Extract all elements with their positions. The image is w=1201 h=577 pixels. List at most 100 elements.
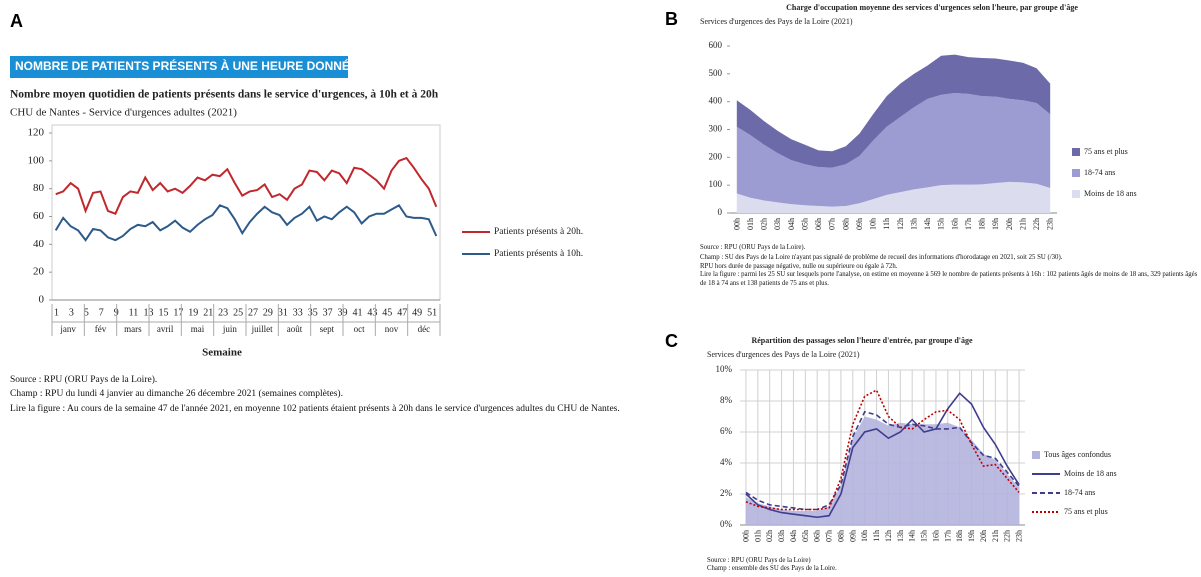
- x-tick-label: 29: [263, 307, 273, 318]
- y-tick-label: 2%: [720, 488, 733, 498]
- y-tick-label: 500: [709, 68, 723, 78]
- line: [745, 410, 1020, 511]
- x-tick-label: 10h: [860, 530, 869, 542]
- note: RPU hors durée de passage négative, null…: [700, 262, 898, 270]
- x-tick-label: 20h: [1005, 218, 1014, 230]
- notes: Source : RPU (ORU Pays de la Loire). Cha…: [700, 244, 1200, 290]
- month-label: janv: [59, 324, 76, 334]
- y-tick-label: 6%: [720, 426, 733, 436]
- note: Lire la figure : parmi les 25 SU sur les…: [700, 271, 1198, 287]
- x-tick-label: 05h: [800, 218, 809, 230]
- x-tick-label: 04h: [787, 218, 796, 230]
- chart-title: Répartition des passages selon l'heure d…: [751, 336, 973, 345]
- y-tick-label: 40: [33, 238, 45, 250]
- legend-label: Patients présents à 10h.: [494, 249, 583, 259]
- chart-title: Charge d'occupation moyenne des services…: [786, 3, 1078, 12]
- x-tick-label: 51: [427, 307, 437, 318]
- y-tick-label: 20: [33, 266, 45, 278]
- chart-title: Nombre moyen quotidien de patients prése…: [10, 89, 439, 101]
- y-tick-label: 200: [709, 151, 723, 161]
- panel-label: B: [665, 9, 678, 29]
- x-tick-label: 22h: [1032, 218, 1041, 230]
- note: Champ : ensemble des SU des Pays de la L…: [707, 565, 837, 573]
- x-tick-label: 3: [69, 307, 74, 318]
- line: [54, 204, 438, 242]
- y-tick-label: 120: [28, 127, 45, 139]
- month-label: nov: [385, 324, 399, 334]
- month-label: mars: [124, 324, 142, 334]
- legend-label: 75 ans et plus: [1064, 507, 1108, 516]
- y-tick-label: 8%: [720, 395, 733, 405]
- area: [745, 416, 1020, 525]
- month-label: mai: [191, 324, 205, 334]
- x-tick-label: 17: [173, 307, 183, 318]
- line: [745, 392, 1020, 519]
- month-label: août: [287, 324, 303, 334]
- banner: NOMBRE DE PATIENTS PRÉSENTS À UNE HEURE …: [15, 58, 358, 73]
- note: Champ : RPU du lundi 4 janvier au dimanc…: [10, 389, 343, 400]
- y-tick-label: 0: [39, 294, 45, 306]
- x-tick-label: 15h: [937, 218, 946, 230]
- x-tick-label: 5: [84, 307, 89, 318]
- month-label: juillet: [251, 324, 273, 334]
- chart-subtitle: Services d'urgences des Pays de la Loire…: [707, 350, 860, 359]
- x-tick-label: 19: [188, 307, 198, 318]
- x-tick-label: 06h: [813, 530, 822, 542]
- x-tick-label: 13h: [909, 218, 918, 230]
- legend-label: 18-74 ans: [1064, 488, 1095, 497]
- x-tick-label: 37: [323, 307, 333, 318]
- notes: Source : RPU (ORU Pays de la Loire). Cha…: [10, 374, 650, 417]
- area: [736, 181, 1051, 213]
- x-tick-label: 13h: [896, 530, 905, 542]
- x-tick-label: 00h: [732, 218, 741, 230]
- y-tick-label: 80: [33, 182, 45, 194]
- line: [745, 389, 1020, 511]
- y-tick-label: 4%: [720, 457, 733, 467]
- x-tick-label: 16h: [950, 218, 959, 230]
- x-tick-label: 03h: [777, 530, 786, 542]
- x-tick-label: 04h: [789, 530, 798, 542]
- x-tick-label: 10h: [869, 218, 878, 230]
- x-tick-label: 23h: [1015, 530, 1024, 542]
- note: Source : RPU (ORU Pays de la Loire): [707, 557, 811, 564]
- notes: Source : RPU (ORU Pays de la Loire) Cham…: [707, 557, 1197, 573]
- x-tick-label: 43: [367, 307, 377, 318]
- x-tick-label: 07h: [828, 218, 837, 230]
- x-tick-label: 18h: [955, 530, 964, 542]
- month-label: fév: [95, 324, 107, 334]
- x-tick-label: 7: [99, 307, 104, 318]
- x-tick-label: 19h: [991, 218, 1000, 230]
- month-label: sept: [320, 324, 335, 334]
- x-tick-label: 23: [218, 307, 228, 318]
- x-tick-label: 11: [129, 307, 139, 318]
- panel-label: A: [10, 11, 23, 31]
- x-tick-label: 31: [278, 307, 288, 318]
- x-tick-label: 08h: [841, 218, 850, 230]
- x-tick-label: 09h: [855, 218, 864, 230]
- month-label: juin: [222, 324, 238, 334]
- x-tick-label: 15: [158, 307, 168, 318]
- line: [55, 156, 438, 215]
- area: [736, 54, 1051, 168]
- legend-swatch: [1072, 148, 1080, 156]
- x-tick-label: 25: [233, 307, 243, 318]
- x-tick-label: 05h: [801, 530, 810, 542]
- month-label: oct: [354, 324, 365, 334]
- legend-swatch: [1072, 190, 1080, 198]
- month-label: déc: [418, 324, 431, 334]
- y-tick-label: 60: [33, 210, 45, 222]
- x-tick-label: 15h: [920, 530, 929, 542]
- x-tick-label: 19h: [967, 530, 976, 542]
- y-tick-label: 0%: [720, 519, 733, 529]
- y-tick-label: 100: [28, 154, 45, 166]
- legend-label: Moins de 18 ans: [1084, 189, 1137, 198]
- chart-subtitle: CHU de Nantes - Service d'urgences adult…: [10, 107, 237, 119]
- x-tick-label: 45: [382, 307, 392, 318]
- x-tick-label: 20h: [979, 530, 988, 542]
- legend-label: Moins de 18 ans: [1064, 469, 1117, 478]
- x-tick-label: 35: [308, 307, 318, 318]
- x-tick-label: 49: [412, 307, 422, 318]
- legend-label: 75 ans et plus: [1084, 147, 1128, 156]
- legend-label: 18-74 ans: [1084, 168, 1115, 177]
